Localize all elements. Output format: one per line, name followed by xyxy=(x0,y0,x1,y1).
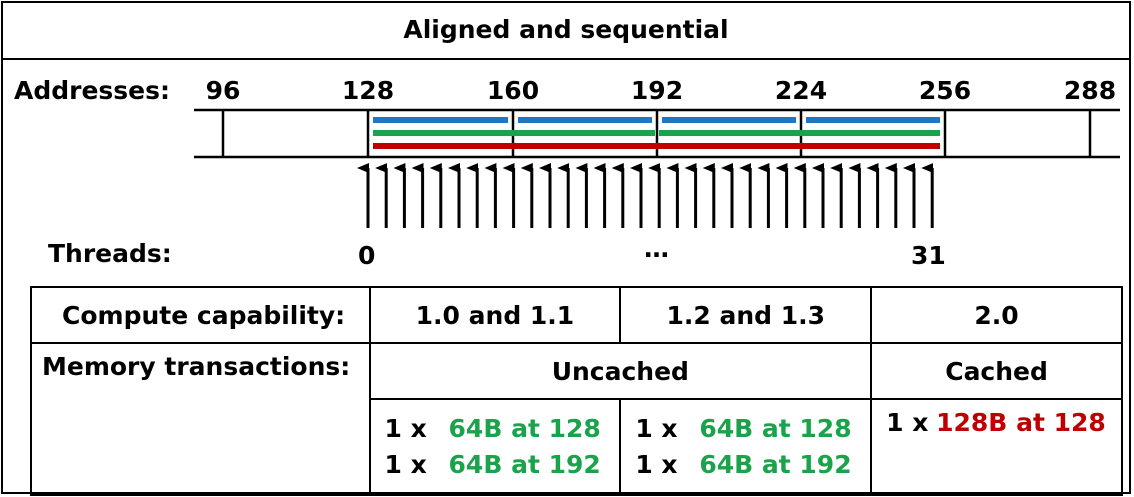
transaction-bars xyxy=(373,117,940,149)
transaction-desc: 64B at 192 xyxy=(448,450,601,479)
thread-ellipsis: … xyxy=(644,234,669,263)
compute-capability-table: Compute capability: 1.0 and 1.1 1.2 and … xyxy=(30,286,1123,496)
transaction-line: 1 x 64B at 192 xyxy=(371,447,620,483)
addresses-label: Addresses: xyxy=(14,76,171,105)
diagram-title: Aligned and sequential xyxy=(1,1,1131,60)
transactions-cc-1-2: 1 x 64B at 128 1 x 64B at 192 xyxy=(619,398,873,496)
compute-capability-label: Compute capability: xyxy=(30,286,371,344)
cc-version-1-2: 1.2 and 1.3 xyxy=(619,286,873,344)
uncached-header: Uncached xyxy=(368,342,873,400)
thread-arrows xyxy=(357,163,934,228)
threads-label: Threads: xyxy=(48,239,172,268)
table-row: 1 x 64B at 128 1 x 64B at 192 1 x 64B at 12… xyxy=(31,398,1123,496)
transactions-cc-2-0: 1 x 128B at 128 xyxy=(870,398,1123,496)
transactions-cc-1-0: 1 x 64B at 128 1 x 64B at 192 xyxy=(368,398,622,496)
transaction-line: 1 x 64B at 128 xyxy=(371,411,620,447)
transaction-desc: 64B at 128 xyxy=(699,414,852,443)
memory-diagram xyxy=(194,108,1120,228)
address-label-256: 256 xyxy=(918,76,972,105)
address-label-128: 128 xyxy=(341,76,395,105)
cc-version-2-0: 2.0 xyxy=(870,286,1123,344)
thread-last-label: 31 xyxy=(911,241,946,270)
address-label-288: 288 xyxy=(1063,76,1117,105)
table-row: Compute capability: 1.0 and 1.1 1.2 and … xyxy=(30,286,1123,344)
transaction-desc: 128B at 128 xyxy=(936,408,1106,437)
transaction-line: 1 x 64B at 192 xyxy=(621,447,870,483)
transaction-count: 1 x xyxy=(384,414,427,443)
memory-transactions-label: Memory transactions: xyxy=(30,342,371,496)
cc-version-1-0: 1.0 and 1.1 xyxy=(368,286,622,344)
transaction-line: 1 x 128B at 128 xyxy=(872,408,1121,438)
address-label-96: 96 xyxy=(205,76,241,105)
cached-header: Cached xyxy=(870,342,1123,400)
table-row: Memory transactions: Uncached Cached xyxy=(30,342,1123,496)
transaction-desc: 64B at 192 xyxy=(699,450,852,479)
transaction-line: 1 x 64B at 128 xyxy=(621,411,870,447)
transaction-count: 1 x xyxy=(635,450,678,479)
transaction-count: 1 x xyxy=(886,408,929,437)
transaction-count: 1 x xyxy=(635,414,678,443)
thread-first-label: 0 xyxy=(358,241,376,270)
address-label-160: 160 xyxy=(486,76,540,105)
address-label-224: 224 xyxy=(774,76,828,105)
transaction-desc: 64B at 128 xyxy=(448,414,601,443)
segment-dividers xyxy=(221,110,1092,157)
transaction-count: 1 x xyxy=(384,450,427,479)
address-label-192: 192 xyxy=(630,76,684,105)
